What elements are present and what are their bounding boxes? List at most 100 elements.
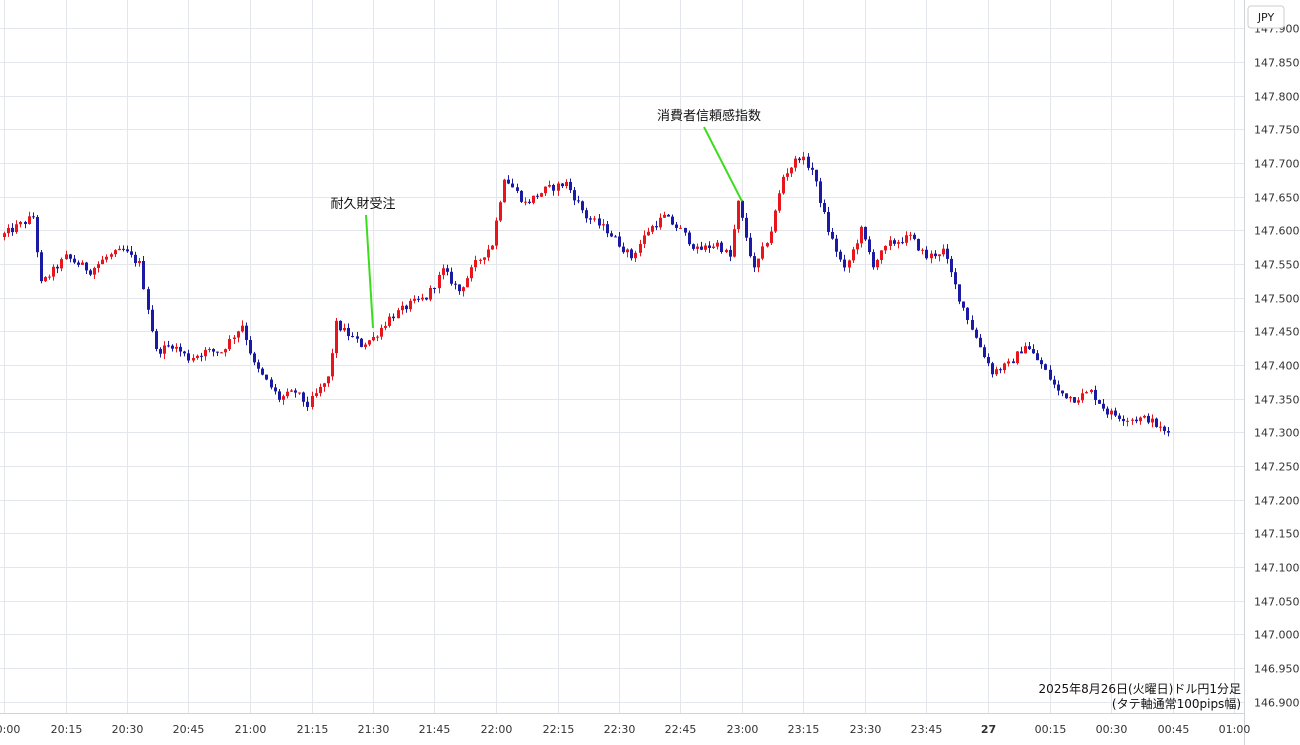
candle-body (278, 391, 281, 400)
y-tick-label: 147.700 (1254, 158, 1300, 171)
candle-body (884, 245, 887, 251)
candle-body (462, 287, 465, 292)
candle-body (532, 195, 535, 203)
candle-body (1057, 384, 1060, 391)
caption-title: 2025年8月26日(火曜日)ドル円1分足 (1039, 682, 1241, 696)
candle-body (938, 254, 941, 257)
candle-body (598, 218, 601, 226)
candle-body (196, 355, 199, 358)
candle-body (446, 268, 449, 272)
candle-body (1114, 410, 1117, 416)
time-axis-ticks[interactable]: 20:00 20:15 20:30 20:45 21:00 21:15 21:30 21:45… (0, 723, 1250, 736)
candle-body (889, 240, 892, 246)
candle-body (1098, 400, 1101, 404)
candle-body (253, 353, 256, 363)
candle-body (569, 181, 572, 191)
candle-body (618, 236, 621, 247)
candle-body (860, 226, 863, 244)
candle-body (766, 243, 769, 247)
candle-body (893, 240, 896, 244)
candle-body (995, 369, 998, 375)
candle-body (1007, 361, 1010, 364)
candle-body (60, 259, 63, 269)
candle-body (69, 254, 72, 259)
candle-body (274, 387, 277, 392)
candle-body (651, 226, 654, 232)
candle-body (290, 390, 293, 392)
candle-body (966, 307, 969, 320)
y-tick-label: 147.150 (1254, 528, 1300, 541)
candle-body (319, 386, 322, 394)
candle-body (491, 245, 494, 250)
candle-body (356, 336, 359, 339)
candle-body (807, 156, 810, 168)
candle-body (503, 179, 506, 203)
candle-body (1061, 390, 1064, 394)
price-axis-ticks: 147.900147.850147.800147.750147.700147.6… (1254, 23, 1300, 710)
candle-body (1024, 346, 1027, 354)
candle-body (930, 253, 933, 259)
candle-body (794, 158, 797, 168)
candle-body (1110, 410, 1113, 415)
candle-body (105, 256, 108, 260)
candle-body (983, 347, 986, 358)
candle-body (606, 224, 609, 234)
candle-body (581, 201, 584, 211)
candle-body (56, 266, 59, 269)
candle-body (298, 392, 301, 394)
candle-body (15, 224, 18, 233)
x-tick-label: 01:00 (1219, 723, 1251, 736)
candle-body (171, 345, 174, 349)
candle-body (511, 183, 514, 188)
symbol-label-box[interactable] (1247, 5, 1285, 29)
candle-body (126, 249, 129, 252)
candle-body (1044, 364, 1047, 370)
x-tick-label: 23:00 (727, 723, 759, 736)
candle-body (1065, 393, 1068, 399)
candles (3, 151, 1170, 437)
candle-body (1167, 431, 1170, 433)
candle-body (73, 258, 76, 263)
candle-body (536, 195, 539, 197)
candle-body (1131, 419, 1134, 421)
x-tick-label: 20:30 (112, 723, 144, 736)
candle-body (306, 401, 309, 407)
candle-body (1151, 418, 1154, 423)
candle-body (483, 257, 486, 260)
candle-body (495, 220, 498, 246)
candle-body (351, 336, 354, 338)
candle-body (179, 346, 182, 352)
candle-body (552, 184, 555, 191)
candle-body (122, 248, 125, 250)
candle-body (507, 179, 510, 184)
x-tick-label: 22:00 (481, 723, 513, 736)
candle-body (749, 237, 752, 257)
candle-body (1122, 418, 1125, 422)
candle-body (692, 244, 695, 249)
candle-body (224, 349, 227, 353)
x-tick-label: 00:30 (1096, 723, 1128, 736)
candle-body (700, 246, 703, 250)
price-axis-panel[interactable] (1244, 0, 1300, 745)
candle-body (696, 246, 699, 249)
candle-body (811, 167, 814, 170)
candle-body (1049, 369, 1052, 380)
candle-body (1012, 361, 1015, 364)
candle-body (28, 216, 31, 224)
candle-body (528, 201, 531, 203)
candle-body (147, 289, 150, 310)
y-tick-label: 147.100 (1254, 562, 1300, 575)
candle-body (942, 248, 945, 255)
candle-body (1003, 363, 1006, 371)
candle-body (991, 363, 994, 375)
y-tick-label: 147.350 (1254, 394, 1300, 407)
candle-body (442, 268, 445, 275)
candle-body (589, 218, 592, 220)
candle-body (409, 300, 412, 310)
candle-body (626, 249, 629, 253)
candle-body (1155, 418, 1158, 427)
candle-body (643, 235, 646, 244)
candle-body (163, 345, 166, 354)
candle-body (81, 262, 84, 265)
candle-body (639, 243, 642, 253)
